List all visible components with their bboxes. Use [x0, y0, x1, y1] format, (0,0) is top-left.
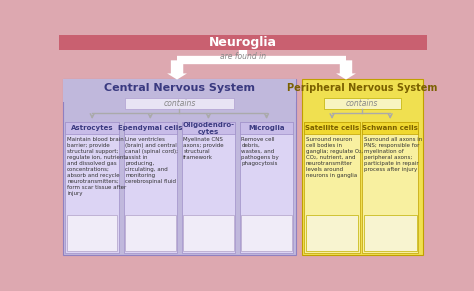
Bar: [124, 122, 177, 253]
Bar: [124, 122, 177, 134]
Text: contains: contains: [346, 99, 378, 108]
Bar: [304, 122, 360, 253]
Text: Satellite cells: Satellite cells: [305, 125, 359, 131]
Text: Oligodendro-
cytes: Oligodendro- cytes: [182, 122, 235, 135]
Text: Ependymal cells: Ependymal cells: [118, 125, 182, 131]
Text: Surround neuron
cell bodies in
ganglia; regulate O₂,
CO₂, nutrient, and
neurotra: Surround neuron cell bodies in ganglia; …: [306, 136, 363, 178]
Bar: [63, 79, 296, 255]
Bar: [302, 79, 423, 255]
Text: Astrocytes: Astrocytes: [71, 125, 113, 131]
Bar: [241, 215, 292, 251]
Text: Schwann cells: Schwann cells: [362, 125, 418, 131]
Text: Central Nervous System: Central Nervous System: [104, 83, 255, 93]
Text: Remove cell
debris,
wastes, and
pathogens by
phagocytosis: Remove cell debris, wastes, and pathogen…: [241, 136, 279, 166]
Bar: [240, 122, 293, 134]
Bar: [306, 215, 358, 251]
Bar: [125, 215, 175, 251]
Bar: [65, 122, 119, 253]
Bar: [324, 98, 401, 109]
Bar: [125, 98, 234, 109]
Bar: [362, 122, 418, 134]
Bar: [240, 122, 293, 253]
Text: Microglia: Microglia: [248, 125, 285, 131]
Polygon shape: [336, 60, 356, 79]
Bar: [364, 215, 417, 251]
Bar: [65, 122, 119, 134]
Bar: [182, 122, 235, 134]
Bar: [362, 122, 418, 253]
Text: Peripheral Nervous System: Peripheral Nervous System: [287, 83, 438, 93]
Bar: [304, 122, 360, 134]
Bar: [182, 122, 235, 253]
Text: Surround all axons in
PNS; responsible for
myelination of
peripheral axons;
part: Surround all axons in PNS; responsible f…: [364, 136, 422, 172]
Text: are found in: are found in: [220, 52, 266, 61]
Polygon shape: [167, 60, 187, 79]
Text: Neuroglia: Neuroglia: [209, 36, 277, 49]
Bar: [67, 215, 118, 251]
Text: Maintain blood brain
barrier; provide
structural support;
regulate ion, nutrient: Maintain blood brain barrier; provide st…: [67, 136, 127, 196]
Text: Myelinate CNS
axons; provide
structural
framework: Myelinate CNS axons; provide structural …: [183, 136, 224, 159]
Bar: [183, 215, 234, 251]
Text: Line ventricles
(brain) and central
canal (spinal cord);
assist in
producing,
ci: Line ventricles (brain) and central cana…: [125, 136, 178, 184]
Bar: [59, 35, 427, 50]
Bar: [63, 79, 296, 102]
Text: contains: contains: [163, 99, 196, 108]
